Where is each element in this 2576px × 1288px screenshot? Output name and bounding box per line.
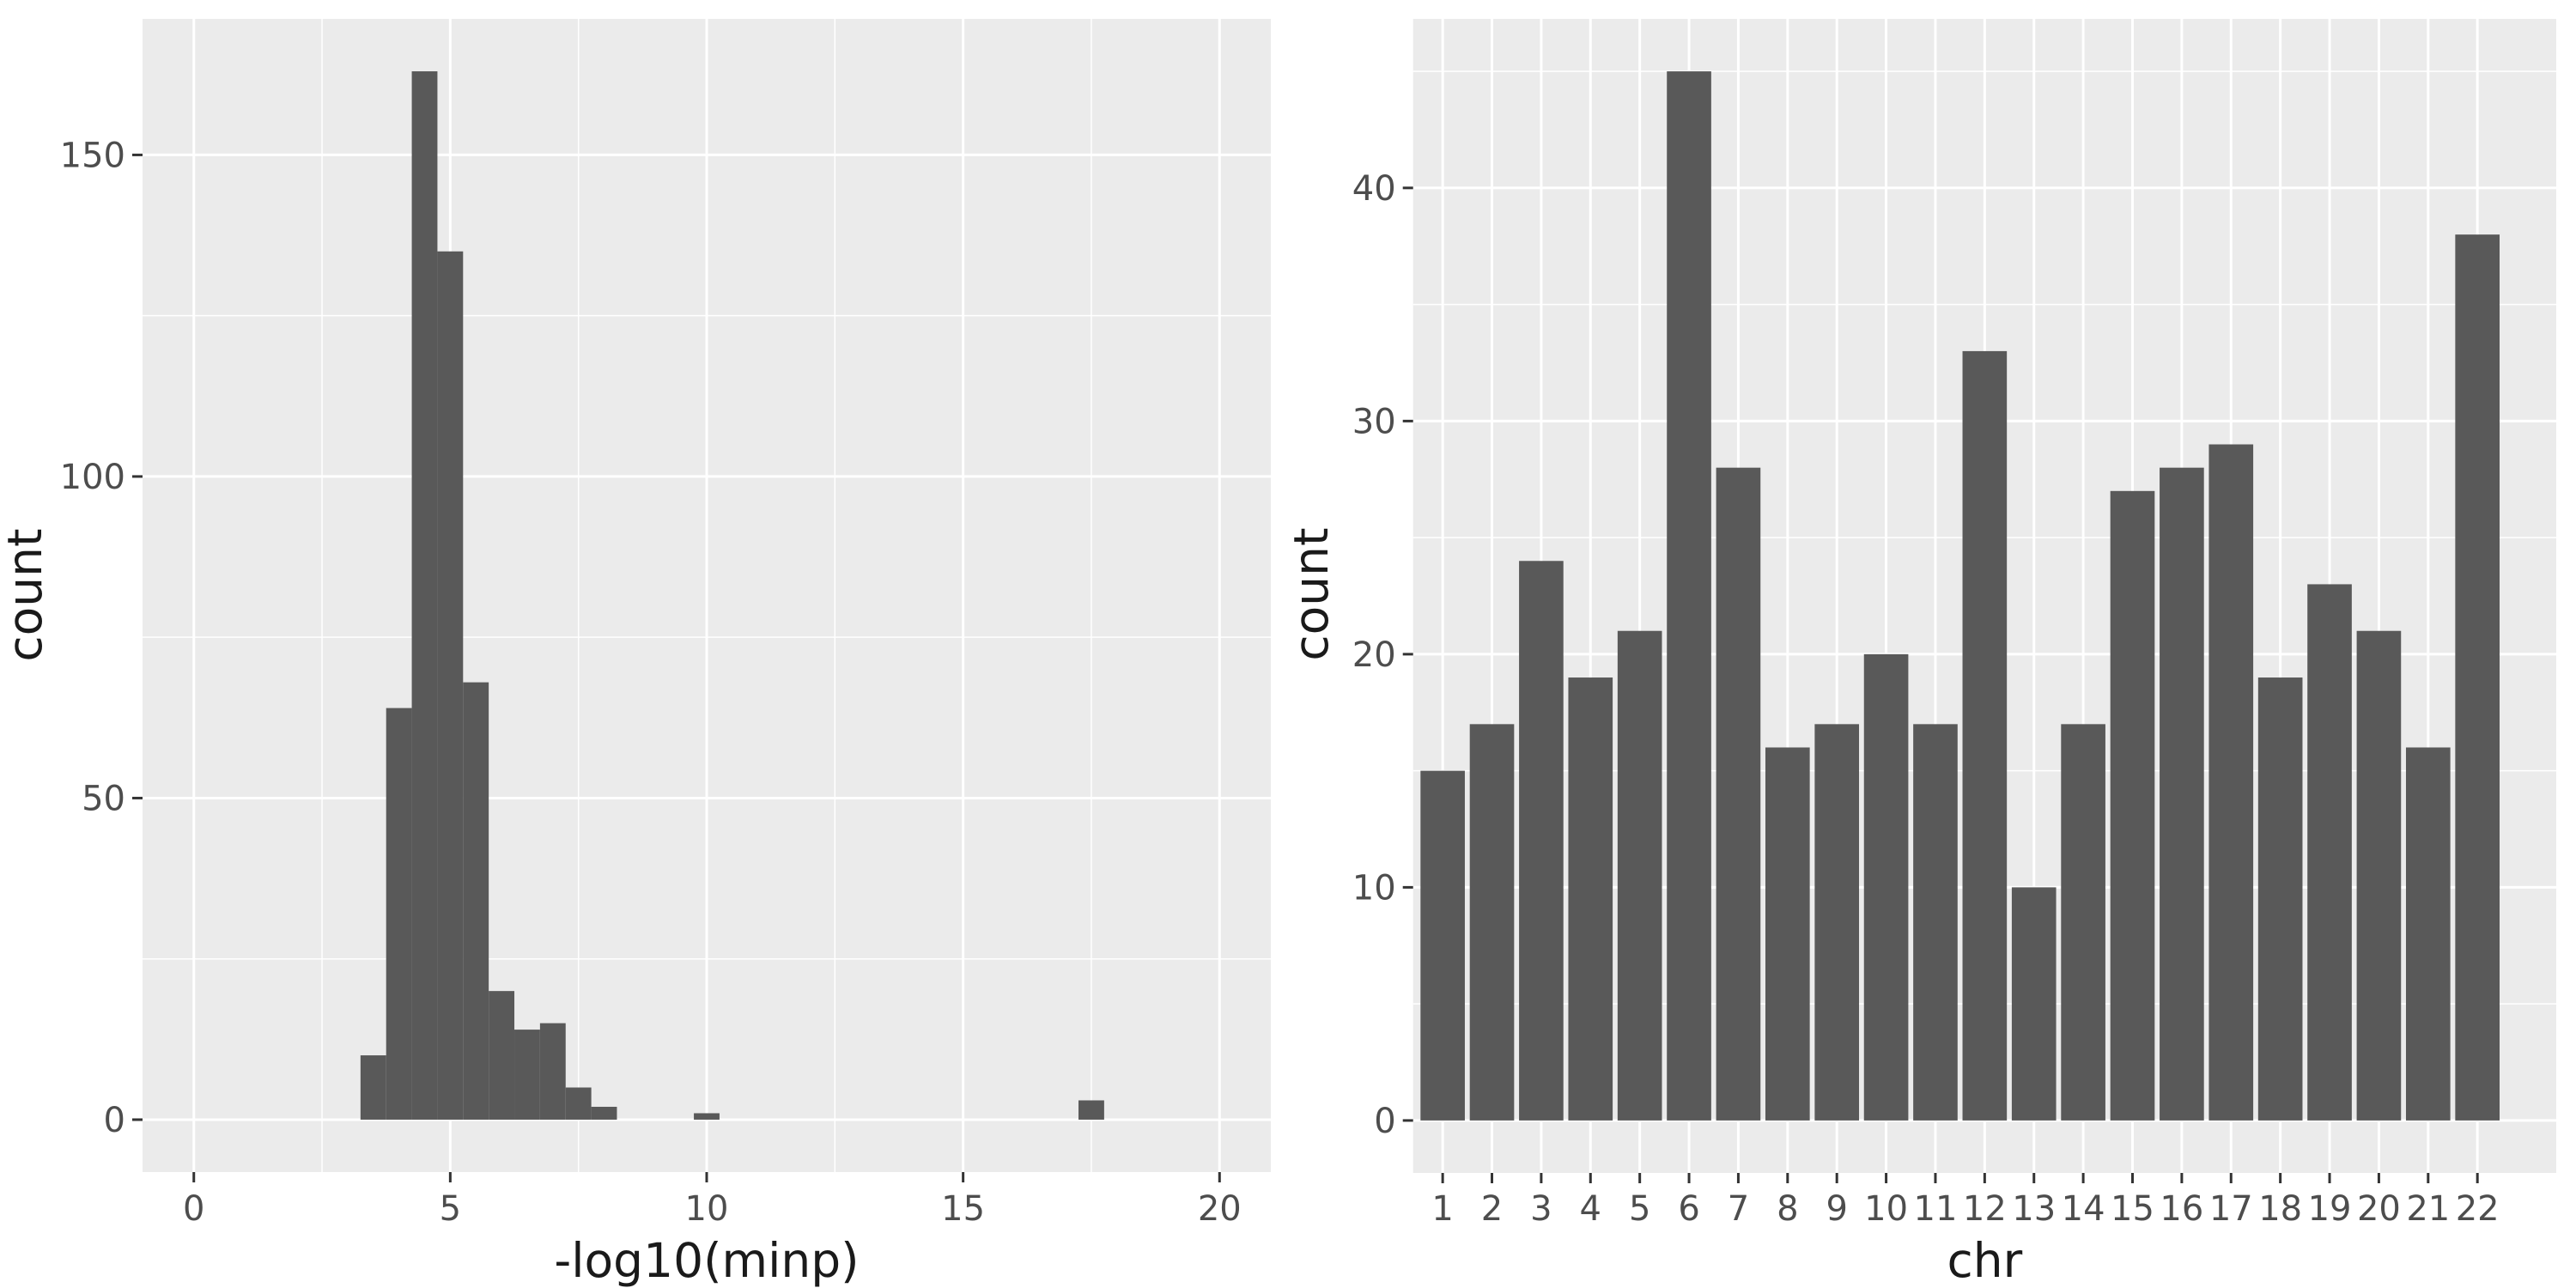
histogram-bar (694, 1113, 720, 1120)
x-tick-label: 0 (183, 1189, 204, 1229)
histogram-bar (463, 682, 489, 1120)
x-tick-label: 10 (685, 1189, 729, 1229)
x-tick-label: 15 (941, 1189, 985, 1229)
y-axis-title: count (0, 528, 52, 661)
histogram-bar (360, 1055, 386, 1120)
histogram-bar (1078, 1100, 1104, 1120)
histogram-bar (386, 708, 412, 1120)
grid-lines (143, 19, 1271, 1172)
histogram-bar (539, 1023, 566, 1120)
y-tick-label: 150 (60, 136, 125, 175)
histogram-bar (514, 1030, 540, 1120)
histogram-bar (411, 71, 438, 1120)
y-tick-label: 100 (60, 458, 125, 497)
x-tick-label: 5 (440, 1189, 461, 1229)
y-tick-label: 50 (82, 779, 125, 818)
histogram-bar (489, 991, 515, 1120)
histogram-bar (565, 1087, 592, 1120)
histogram-bar (591, 1106, 617, 1120)
x-axis-title: -log10(minp) (554, 1233, 859, 1288)
x-tick-label: 20 (1198, 1189, 1242, 1229)
x-axis: 0 5 10 15 20 (183, 1172, 1242, 1229)
y-axis: 0 50 100 150 (60, 136, 143, 1140)
histogram-bar (437, 251, 464, 1120)
y-tick-label: 0 (104, 1101, 125, 1140)
histogram-bars (360, 71, 1104, 1120)
